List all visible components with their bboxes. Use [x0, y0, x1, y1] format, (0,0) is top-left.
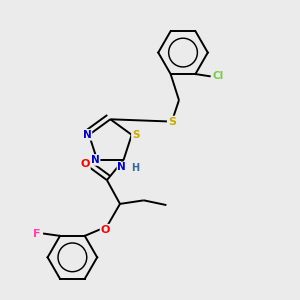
Text: O: O	[100, 225, 110, 235]
Text: H: H	[131, 164, 139, 173]
Text: N: N	[118, 162, 126, 172]
Text: F: F	[33, 229, 41, 238]
Text: N: N	[83, 130, 92, 140]
Text: N: N	[91, 155, 100, 165]
Text: S: S	[132, 130, 140, 140]
Text: Cl: Cl	[213, 71, 224, 81]
Text: S: S	[168, 117, 176, 127]
Text: O: O	[80, 159, 90, 170]
